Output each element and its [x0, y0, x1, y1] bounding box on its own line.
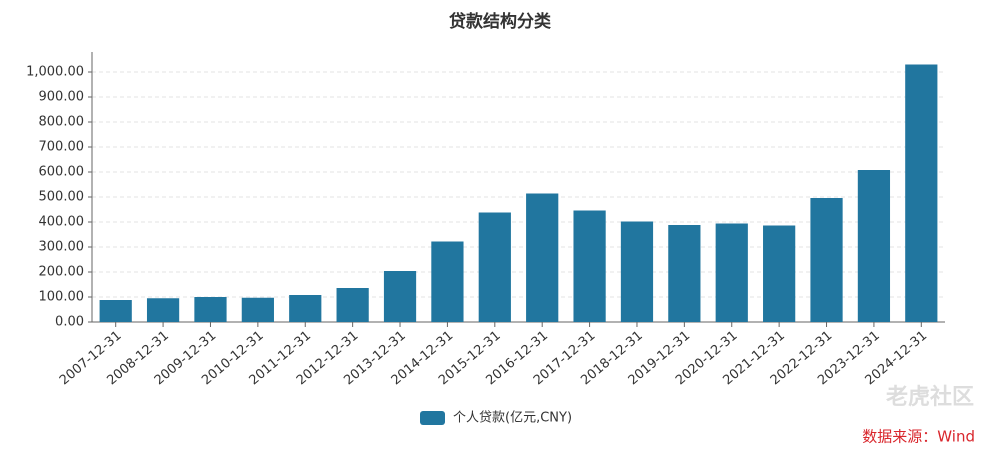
y-tick-label: 800.00: [39, 115, 85, 130]
legend-swatch: [420, 411, 445, 425]
y-tick-label: 300.00: [39, 240, 85, 255]
source-note: 数据来源：Wind: [862, 428, 975, 446]
bar: [194, 297, 227, 322]
bar: [99, 300, 132, 322]
bar: [668, 225, 701, 322]
y-tick-label: 0.00: [55, 315, 84, 330]
y-tick-label: 400.00: [39, 215, 85, 230]
y-tick-label: 600.00: [39, 165, 85, 180]
bar: [620, 221, 654, 322]
watermark: 老虎社区: [885, 384, 974, 410]
bar: [431, 241, 464, 322]
bar: [336, 288, 369, 322]
bar: [905, 64, 938, 322]
bar: [857, 170, 891, 322]
bar: [241, 297, 274, 322]
bar: [573, 210, 606, 322]
bar: [763, 225, 796, 322]
bar: [715, 223, 748, 322]
y-tick-label: 900.00: [39, 90, 85, 105]
bar: [810, 198, 843, 322]
bar: [289, 295, 322, 322]
y-tick-label: 200.00: [39, 265, 85, 280]
bar: [383, 271, 417, 322]
y-tick-label: 500.00: [39, 190, 85, 205]
bar: [146, 298, 180, 322]
bar: [478, 212, 511, 322]
bar: [526, 193, 559, 322]
y-tick-label: 700.00: [39, 140, 85, 155]
y-tick-label: 100.00: [39, 290, 85, 305]
y-tick-label: 1,000.00: [26, 65, 84, 80]
legend-label: 个人贷款(亿元,CNY): [453, 411, 572, 426]
chart-title: 贷款结构分类: [449, 11, 552, 32]
